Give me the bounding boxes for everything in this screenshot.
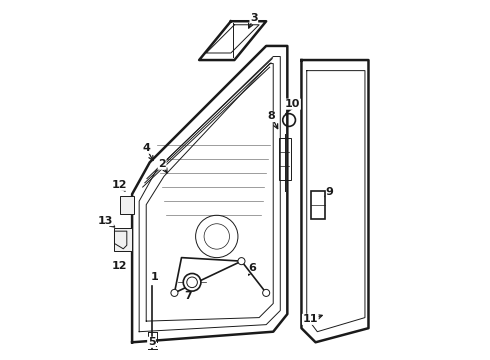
Text: 11: 11 (302, 314, 318, 324)
Bar (115, 228, 132, 251)
Text: 6: 6 (248, 263, 256, 273)
Bar (311, 190, 325, 219)
Text: 4: 4 (142, 143, 150, 153)
Text: 8: 8 (268, 112, 275, 121)
Text: 3: 3 (250, 13, 258, 23)
Bar (278, 138, 291, 180)
Bar (120, 196, 134, 213)
Text: 12: 12 (112, 180, 127, 190)
Text: 13: 13 (98, 216, 113, 226)
Circle shape (171, 289, 178, 296)
Circle shape (263, 289, 270, 296)
Circle shape (187, 277, 197, 288)
Text: 9: 9 (326, 187, 334, 197)
Text: 2: 2 (158, 159, 166, 169)
Text: 10: 10 (285, 99, 300, 109)
Circle shape (238, 258, 245, 265)
Text: 12: 12 (112, 261, 127, 271)
Circle shape (183, 274, 201, 291)
Text: 1: 1 (151, 272, 159, 282)
Text: 7: 7 (185, 292, 193, 301)
Text: 5: 5 (147, 337, 155, 347)
